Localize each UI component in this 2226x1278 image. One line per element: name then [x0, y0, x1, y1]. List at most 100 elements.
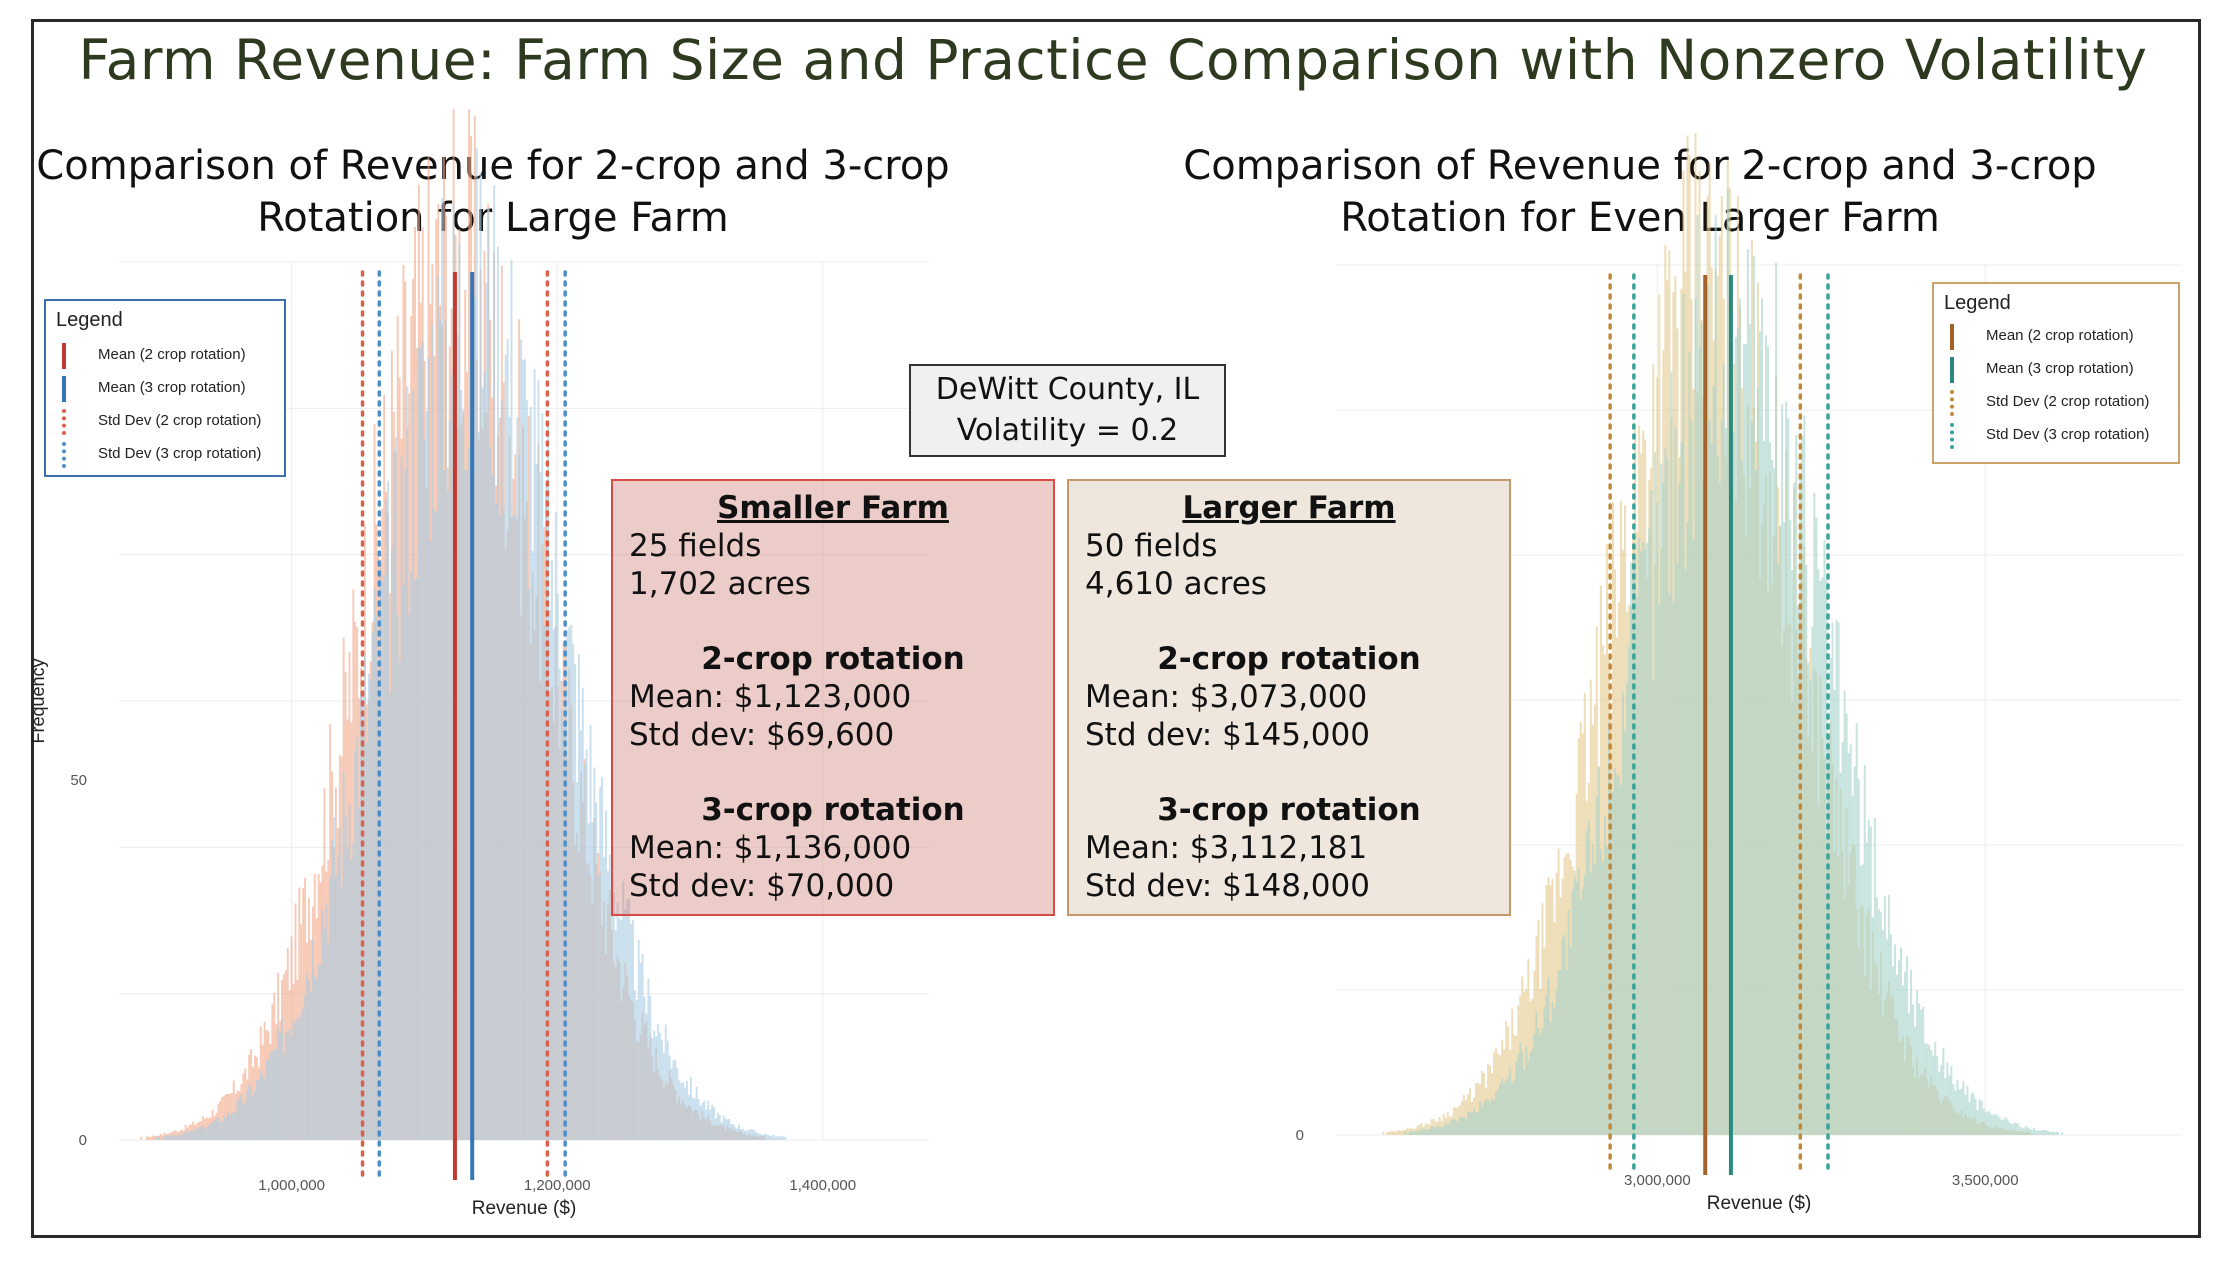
right-histogram-bar [1615, 774, 1618, 1135]
right-histogram-bar [1752, 255, 1755, 1136]
left-histogram-bar [660, 1039, 663, 1140]
left-histogram-bar [254, 1090, 256, 1140]
right-histogram-bar [1676, 562, 1679, 1135]
legend-label: Std Dev (2 crop rotation) [98, 412, 262, 429]
left-histogram-bar [450, 374, 453, 1141]
right-histogram-bar [1523, 991, 1526, 1135]
right-histogram-bar [1845, 713, 1848, 1135]
left-histogram-bar [682, 1081, 685, 1140]
left-histogram-bar [564, 695, 567, 1140]
left-histogram-bar [533, 368, 536, 1140]
right-histogram-bar [1809, 680, 1812, 1135]
left-histogram-bar [579, 730, 582, 1140]
left-histogram-bar [362, 695, 364, 1140]
left-histogram-bar [271, 1050, 274, 1140]
right-histogram-bar [1452, 1119, 1455, 1135]
right-histogram-bar [1448, 1122, 1451, 1135]
right-histogram-bar [1982, 1108, 1985, 1135]
right-histogram-bar [1456, 1107, 1459, 1135]
right-histogram-bar [1851, 795, 1854, 1135]
left-histogram-bar [678, 1080, 681, 1140]
right-histogram-bar [2026, 1127, 2029, 1135]
right-histogram-bar [1533, 1033, 1536, 1135]
left-histogram-bar [392, 451, 395, 1140]
left-histogram-bar [587, 823, 590, 1140]
left-histogram-bar [437, 275, 440, 1140]
left-histogram-bar [263, 1079, 266, 1140]
right-histogram-bar [1539, 1034, 1542, 1135]
right-histogram-bar [2051, 1131, 2054, 1135]
left-histogram-bar [292, 1020, 295, 1140]
right-histogram-bar [1464, 1100, 1467, 1135]
right-histogram-bar [1869, 826, 1872, 1135]
right-histogram-bar [1978, 1099, 1981, 1135]
left-series-3-crop [155, 148, 787, 1141]
left-histogram-bar [655, 1036, 658, 1140]
right-histogram-bar [1946, 1062, 1949, 1135]
right-histogram-bar [1944, 1078, 1947, 1135]
left-histogram-bar [356, 737, 359, 1140]
right-histogram-bar [1833, 689, 1836, 1135]
right-histogram-bar [1442, 1126, 1445, 1135]
right-histogram-bar [1386, 1131, 1389, 1135]
left-histogram-bar [626, 899, 629, 1140]
smaller-farm-rot3-mean: Mean: $1,136,000 [629, 830, 912, 866]
right-histogram-bar [1722, 363, 1725, 1135]
right-histogram-bar [1589, 871, 1592, 1135]
right-histogram-bar [1628, 646, 1631, 1135]
left-histogram-bar [664, 1024, 667, 1140]
left-histogram-bar [641, 953, 644, 1140]
left-histogram-bar [718, 1114, 721, 1140]
left-histogram-bar [759, 1134, 762, 1140]
right-histogram-bar [1434, 1127, 1437, 1135]
right-histogram-bar [1849, 744, 1852, 1135]
right-histogram-bar [1926, 1043, 1929, 1135]
right-histogram-bar [1972, 1092, 1975, 1135]
right-histogram-bar [1706, 285, 1709, 1135]
left-histogram-bar [772, 1134, 775, 1140]
left-histogram-bar [740, 1129, 742, 1140]
right-histogram-bar [1914, 1026, 1917, 1135]
right-histogram-bar [1481, 1071, 1484, 1135]
left-histogram-bar [768, 1135, 771, 1140]
left-histogram-bar [400, 455, 403, 1140]
left-histogram-bar [603, 856, 605, 1140]
right-histogram-bar [1700, 322, 1703, 1135]
main-title: Farm Revenue: Farm Size and Practice Com… [78, 28, 2148, 92]
right-histogram-bar [1519, 1042, 1522, 1135]
left-x-tick-label: 1,000,000 [258, 1177, 325, 1194]
left-histogram-bar [294, 903, 297, 1140]
left-histogram-bar [360, 692, 362, 1140]
legend-key-sd3 [62, 442, 66, 468]
left-histogram-bar [647, 978, 650, 1140]
right-histogram-bar [1803, 415, 1806, 1135]
left-histogram-bar [377, 676, 380, 1140]
left-histogram-bar [699, 1106, 702, 1140]
left-histogram-bar [531, 551, 534, 1140]
left-histogram-bar [493, 185, 496, 1140]
left-histogram-bar [358, 807, 361, 1140]
right-x-tick-label: 3,000,000 [1624, 1172, 1691, 1189]
right-histogram-bar [2002, 1119, 2005, 1135]
left-histogram-bar [261, 1074, 264, 1140]
right-histogram-bar [1910, 969, 1913, 1135]
left-histogram-bar [169, 1132, 172, 1140]
right-histogram-bar [1865, 842, 1868, 1135]
left-histogram-bar [672, 1060, 675, 1140]
right-histogram-bar [1543, 1006, 1546, 1135]
left-histogram-bar [373, 588, 376, 1140]
right-histogram-bar [1390, 1131, 1393, 1135]
right-histogram-bar [1620, 785, 1623, 1135]
smaller-farm-rot3-sd: Std dev: $70,000 [629, 868, 895, 904]
larger-farm-box: Larger Farm 50 fields 4,610 acres 2-crop… [1067, 479, 1511, 916]
right-histogram-bar [1736, 328, 1739, 1135]
left-histogram-bar [178, 1134, 181, 1140]
right-histogram-bar [1992, 1114, 1995, 1135]
right-histogram-bar [1517, 1053, 1520, 1135]
left-histogram-bar [288, 1028, 291, 1140]
left-histogram-bar [763, 1134, 766, 1140]
left-histogram-bar [336, 854, 339, 1140]
right-histogram-bar [1678, 483, 1681, 1135]
right-histogram-bar [2041, 1129, 2044, 1135]
right-histogram-bar [1793, 482, 1796, 1136]
